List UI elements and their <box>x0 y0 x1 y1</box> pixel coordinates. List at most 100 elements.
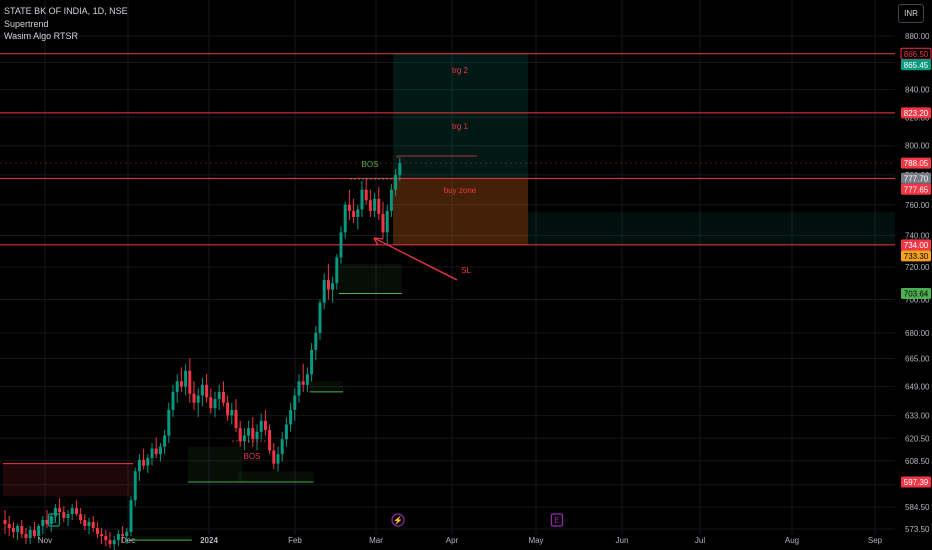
candle-body <box>41 520 45 526</box>
candle-body <box>137 459 141 472</box>
earnings-marker <box>550 513 564 527</box>
candle-body <box>339 232 343 258</box>
stop-loss-label: SL <box>461 266 471 275</box>
event-markers[interactable]: E ⚡ E <box>47 513 564 527</box>
candle-body <box>373 198 377 211</box>
candle-body <box>154 448 158 455</box>
currency-button[interactable]: INR <box>898 4 924 23</box>
price-axis[interactable]: 573.50584.50596.00608.50620.50633.00649.… <box>905 32 930 534</box>
stop-loss-arrowhead <box>373 237 384 246</box>
candle-body <box>16 525 20 533</box>
price-tick-label: 584.50 <box>905 503 930 512</box>
candle-body <box>175 381 179 392</box>
candle-body <box>150 448 154 458</box>
candle-body <box>226 402 230 416</box>
price-label-box <box>901 288 931 300</box>
candle-body <box>104 536 108 541</box>
candle-body <box>242 435 246 442</box>
price-tick-label: 760.00 <box>905 201 930 210</box>
candle-body <box>322 279 326 303</box>
candle-body <box>209 397 213 409</box>
price-label-box <box>901 157 931 169</box>
buy-zone <box>393 178 528 245</box>
candle-body <box>398 163 402 175</box>
candle-body <box>263 420 267 430</box>
candle-body <box>247 428 251 436</box>
position-zones <box>393 53 895 245</box>
candle-body <box>343 204 347 233</box>
price-tick-label: 665.00 <box>905 355 930 364</box>
candle-body <box>268 429 272 451</box>
candle-body <box>259 420 263 432</box>
candle-body <box>11 527 15 533</box>
supertrend-band <box>187 446 243 483</box>
price-tick-label: 649.00 <box>905 383 930 392</box>
candle-body <box>91 521 95 528</box>
candle-body <box>188 370 192 394</box>
candle-body <box>314 332 318 350</box>
time-tick-label: Dec <box>121 536 135 545</box>
time-axis[interactable]: Nov Dec 2024 Feb Mar Apr May Jun Jul Aug Sep <box>38 536 883 545</box>
price-tick-label: 840.00 <box>905 86 930 95</box>
event-marker-glyph: E <box>51 516 56 525</box>
price-tick-label: 620.50 <box>905 434 930 443</box>
candle-body <box>20 525 24 535</box>
time-tick-label: Jul <box>695 536 705 545</box>
supertrend-band <box>238 471 314 483</box>
candle-body <box>394 174 398 190</box>
supertrend-band <box>3 463 133 497</box>
time-tick-label: Nov <box>38 536 52 545</box>
candle-body <box>385 210 389 233</box>
candle-body <box>58 508 62 513</box>
candle-body <box>200 384 204 396</box>
candle-body <box>7 523 11 528</box>
candle-body <box>171 391 175 410</box>
candle-body <box>335 257 339 284</box>
target-1-label: trg 1 <box>452 122 469 131</box>
candle-body <box>377 198 381 214</box>
candle-body <box>121 534 125 537</box>
price-tick-label: 880.00 <box>905 32 930 41</box>
supertrend-band <box>129 536 192 541</box>
price-tick-label: 800.00 <box>905 142 930 151</box>
candle-body <box>272 450 276 464</box>
candlestick-series <box>3 157 402 550</box>
price-label-text: 788.05 <box>904 159 929 168</box>
price-label-text: 777.70 <box>904 174 929 183</box>
time-tick-label: Mar <box>369 536 383 545</box>
price-tick-label: 720.00 <box>905 263 930 272</box>
time-tick-label: Sep <box>868 536 883 545</box>
candle-body <box>79 514 83 521</box>
price-tick-label: 700.00 <box>905 295 930 304</box>
price-label-box <box>901 250 931 262</box>
horizontal-levels <box>0 53 895 246</box>
indicator-supertrend-label[interactable]: Supertrend <box>4 19 49 29</box>
candle-body <box>352 210 356 217</box>
price-label-text: 597.39 <box>904 478 929 487</box>
candle-body <box>356 209 360 217</box>
supertrend-band <box>309 381 343 392</box>
candle-body <box>217 391 221 400</box>
candle-body <box>284 424 288 440</box>
candle-body <box>318 302 322 333</box>
event-marker-glyph: ⚡ <box>393 515 403 525</box>
symbol-title[interactable]: STATE BK OF INDIA, 1D, NSE <box>4 6 128 16</box>
candle-body <box>142 459 146 466</box>
time-tick-label: May <box>528 536 543 545</box>
candle-body <box>196 395 200 403</box>
candle-body <box>221 391 225 403</box>
candle-body <box>310 349 314 375</box>
bos-down-label: BOS <box>244 452 261 461</box>
supertrend-bands <box>3 263 402 541</box>
candle-body <box>234 409 238 429</box>
candle-body <box>70 508 74 515</box>
price-label-box <box>901 59 931 71</box>
target-2-label: trg 2 <box>452 66 469 75</box>
price-label-text: 733.30 <box>904 252 929 261</box>
candle-body <box>74 508 78 515</box>
candle-body <box>289 409 293 425</box>
indicator-rtsr-label[interactable]: Wasim Algo RTSR <box>4 31 79 41</box>
price-label-text: 823.20 <box>904 109 929 118</box>
time-tick-label: Aug <box>785 536 799 545</box>
